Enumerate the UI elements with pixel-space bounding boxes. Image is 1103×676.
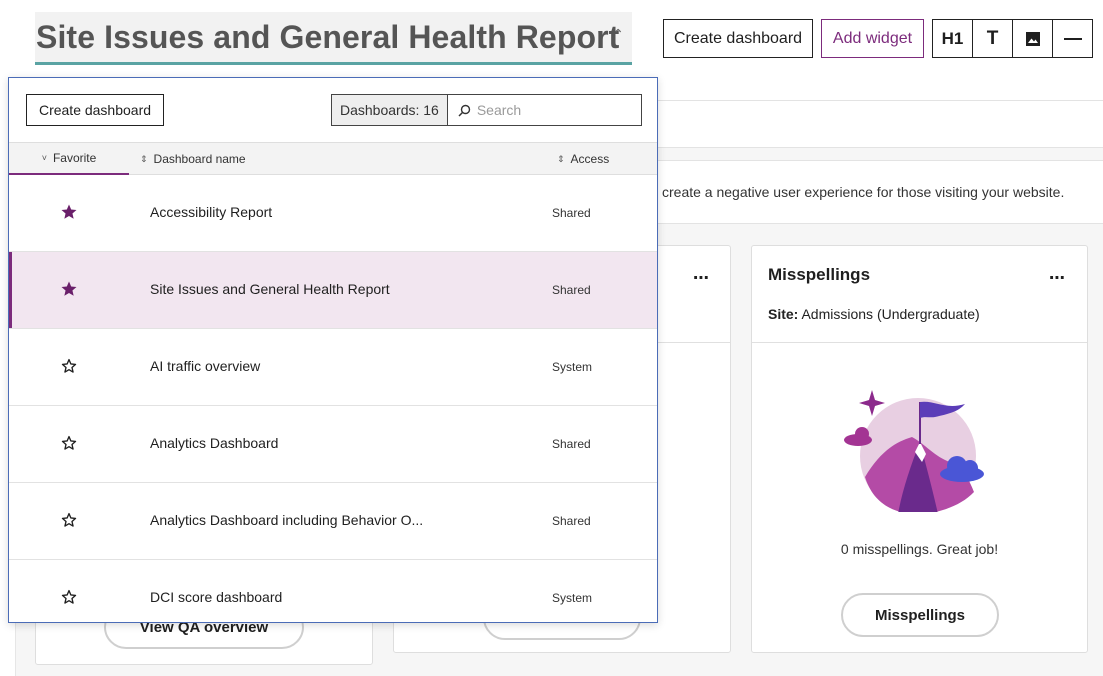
star-outline-icon[interactable]	[60, 434, 78, 452]
star-filled-icon[interactable]	[60, 280, 78, 298]
table-row[interactable]: Analytics Dashboard including Behavior O…	[9, 483, 657, 560]
star-outline-icon[interactable]	[60, 357, 78, 375]
dashboard-list: Accessibility Report Shared Site Issues …	[9, 175, 657, 622]
name-column-header[interactable]: ⇕ Dashboard name	[140, 143, 246, 175]
card-divider	[752, 342, 1087, 343]
more-options-icon[interactable]: ⋯	[1049, 270, 1066, 287]
create-dashboard-button[interactable]: Create dashboard	[663, 19, 813, 58]
misspellings-button[interactable]: Misspellings	[841, 593, 999, 637]
table-row-selected[interactable]: Site Issues and General Health Report Sh…	[9, 252, 657, 329]
celebration-illustration	[844, 390, 984, 512]
sort-descending-icon: ˅	[41, 153, 47, 163]
add-widget-button[interactable]: Add widget	[821, 19, 924, 58]
dashboard-access: Shared	[552, 514, 591, 528]
table-row[interactable]: Accessibility Report Shared	[9, 175, 657, 252]
empty-state-message: 0 misspellings. Great job!	[840, 541, 999, 557]
access-header-label: Access	[570, 152, 610, 166]
dashboard-description: create a negative user experience for th…	[662, 184, 1065, 200]
star-outline-icon[interactable]	[60, 511, 78, 529]
dashboard-access: System	[552, 591, 593, 605]
dashboard-name: Accessibility Report	[150, 204, 273, 220]
site-info: Site: Admissions (Undergraduate)	[768, 306, 980, 322]
table-row[interactable]: DCI score dashboard System	[9, 560, 657, 622]
create-dashboard-button[interactable]: Create dashboard	[26, 94, 164, 126]
site-label: Site:	[768, 306, 799, 322]
misspellings-card-title: Misspellings	[768, 265, 871, 284]
divider-tool-button[interactable]	[1052, 19, 1093, 58]
more-options-icon[interactable]: ⋯	[693, 270, 710, 287]
site-value: Admissions (Undergraduate)	[801, 306, 980, 322]
dashboard-access: System	[552, 360, 593, 374]
dashboard-title: Site Issues and General Health Report	[36, 18, 620, 55]
table-row[interactable]: Analytics Dashboard Shared	[9, 406, 657, 483]
dashboard-search-group: Dashboards: 16	[331, 94, 642, 126]
table-row[interactable]: AI traffic overview System	[9, 329, 657, 406]
widget-toolbar: H1 T	[932, 19, 1093, 58]
heading-tool-button[interactable]: H1	[932, 19, 973, 58]
dashboard-access: Shared	[552, 437, 591, 451]
star-outline-icon[interactable]	[60, 588, 78, 606]
dashboard-title-selector[interactable]: Site Issues and General Health Report ⌃	[35, 12, 632, 65]
name-header-label: Dashboard name	[153, 152, 246, 166]
horizontal-rule-icon	[1063, 37, 1082, 40]
dashboard-name: Site Issues and General Health Report	[150, 281, 390, 297]
dashboard-name: Analytics Dashboard	[150, 435, 279, 451]
image-icon	[1025, 31, 1040, 46]
favorite-column-header[interactable]: ˅ Favorite	[9, 143, 129, 175]
dashboard-name: AI traffic overview	[150, 358, 261, 374]
dashboard-picker-panel: Create dashboard Dashboards: 16 ˅ Favori…	[8, 77, 658, 623]
dashboard-access: Shared	[552, 206, 591, 220]
text-tool-button[interactable]: T	[972, 19, 1013, 58]
image-tool-button[interactable]	[1012, 19, 1053, 58]
dashboard-access: Shared	[552, 283, 591, 297]
misspellings-card: Misspellings ⋯ Site: Admissions (Undergr…	[751, 245, 1088, 653]
dashboard-count: Dashboards: 16	[332, 95, 448, 125]
access-column-header[interactable]: ⇕ Access	[557, 143, 609, 175]
dashboard-name: Analytics Dashboard including Behavior O…	[150, 512, 424, 528]
search-box[interactable]	[448, 95, 641, 125]
search-icon	[458, 104, 471, 117]
search-input[interactable]	[476, 102, 627, 118]
sort-icon: ⇕	[140, 153, 148, 164]
chevron-up-icon: ⌃	[612, 26, 624, 42]
table-header: ˅ Favorite ⇕ Dashboard name ⇕ Access	[9, 142, 657, 175]
favorite-header-label: Favorite	[52, 151, 97, 165]
dashboard-name: DCI score dashboard	[150, 589, 283, 605]
star-filled-icon[interactable]	[60, 203, 78, 221]
sort-icon: ⇕	[557, 153, 565, 164]
